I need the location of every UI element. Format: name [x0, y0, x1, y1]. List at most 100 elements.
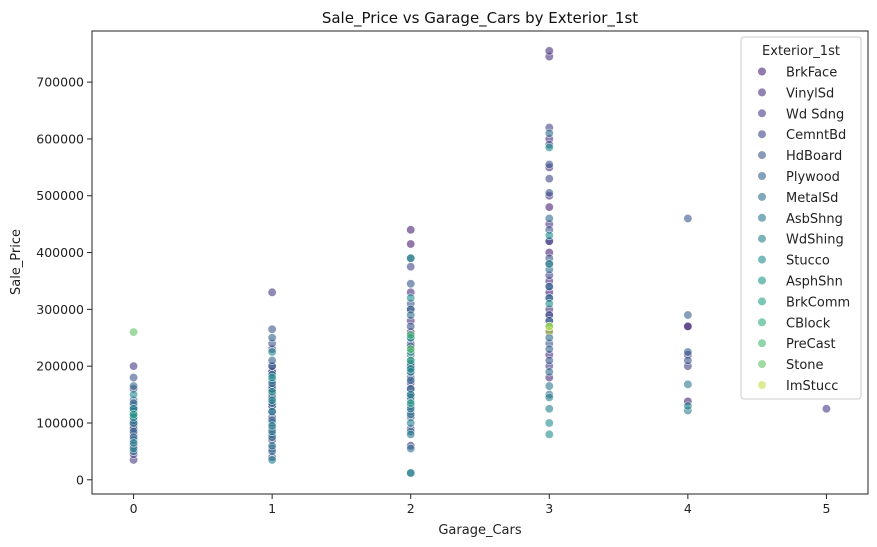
legend-entry: AsphShn	[786, 275, 843, 290]
legend-entry: HdBoard	[786, 149, 842, 164]
legend-marker	[758, 172, 766, 180]
x-tick-label: 4	[684, 501, 692, 516]
legend-entry: PreCast	[786, 337, 836, 352]
data-point	[406, 444, 416, 454]
x-axis: 0 1 2 3 4 5	[130, 494, 830, 516]
data-point	[267, 387, 277, 397]
data-point	[683, 401, 693, 411]
data-point	[544, 404, 554, 414]
legend-marker	[758, 67, 766, 76]
data-point	[129, 361, 139, 371]
data-point	[683, 310, 693, 320]
data-point	[129, 373, 139, 383]
legend-entry: BrkComm	[786, 295, 850, 310]
legend-entry: Plywood	[786, 170, 840, 185]
data-point	[406, 429, 416, 439]
data-point	[406, 321, 416, 331]
legend-entry: Stucco	[786, 254, 830, 269]
data-point	[544, 160, 554, 170]
data-point	[683, 379, 693, 389]
data-point	[544, 174, 554, 184]
legend-entry: CBlock	[786, 316, 831, 331]
data-point	[267, 395, 277, 405]
data-point	[544, 429, 554, 439]
data-point	[406, 344, 416, 354]
legend-entry: WdShing	[786, 233, 844, 248]
legend-title: Exterior_1st	[762, 44, 840, 59]
data-point	[683, 213, 693, 223]
x-tick-label: 5	[822, 501, 830, 516]
legend-box	[740, 36, 862, 400]
data-point	[406, 468, 416, 478]
legend-marker	[758, 318, 766, 327]
x-tick-label: 2	[407, 501, 415, 516]
legend-entry: AsbShng	[786, 212, 843, 227]
legend-marker	[758, 151, 766, 160]
data-point	[683, 321, 693, 331]
data-point	[544, 188, 554, 198]
data-point	[406, 375, 416, 385]
legend-entry: CemntBd	[786, 128, 846, 143]
data-point	[406, 364, 416, 374]
data-point	[267, 355, 277, 365]
data-point	[406, 279, 416, 289]
chart-title: Sale_Price vs Garage_Cars by Exterior_1s…	[322, 9, 638, 28]
y-tick-label: 200000	[36, 359, 84, 374]
data-point	[544, 381, 554, 391]
data-point	[544, 142, 554, 152]
data-point	[544, 259, 554, 269]
data-point	[129, 409, 139, 419]
data-point	[544, 46, 554, 56]
data-point	[406, 398, 416, 408]
data-point	[544, 282, 554, 292]
data-point	[406, 355, 416, 365]
data-point	[129, 390, 139, 400]
x-tick-label: 3	[545, 501, 553, 516]
y-axis-label: Sale_Price	[9, 229, 24, 295]
data-point	[267, 287, 277, 297]
legend-entry: MetalSd	[786, 191, 838, 206]
data-point	[544, 418, 554, 428]
data-point	[267, 407, 277, 417]
data-point	[406, 293, 416, 303]
data-point	[406, 390, 416, 400]
data-point	[267, 421, 277, 431]
legend: Exterior_1st BrkFace VinylSd Wd Sdng CemntB…	[740, 36, 862, 400]
y-tick-label: 300000	[36, 302, 84, 317]
legend-marker	[758, 88, 766, 97]
data-points	[129, 46, 831, 478]
legend-marker	[758, 339, 766, 348]
data-point	[544, 392, 554, 402]
data-point	[129, 381, 139, 391]
data-point	[267, 347, 277, 357]
y-tick-label: 400000	[36, 245, 84, 260]
legend-marker	[758, 213, 766, 222]
data-point	[683, 355, 693, 365]
legend-marker	[758, 360, 766, 369]
data-point	[406, 330, 416, 340]
data-point	[544, 344, 554, 354]
legend-entry: VinylSd	[786, 86, 834, 101]
data-point	[406, 262, 416, 272]
data-point	[544, 128, 554, 138]
legend-entry: ImStucc	[786, 379, 838, 394]
data-point	[544, 355, 554, 365]
data-point	[129, 327, 139, 337]
data-point	[544, 202, 554, 212]
legend-marker	[758, 381, 766, 389]
data-point	[406, 253, 416, 263]
legend-entry: Wd Sdng	[786, 107, 844, 122]
y-tick-label: 100000	[36, 415, 84, 430]
y-tick-label: 500000	[36, 188, 84, 203]
legend-marker	[758, 255, 766, 264]
data-point	[267, 373, 277, 383]
legend-entry: BrkFace	[786, 66, 837, 81]
data-point	[544, 231, 554, 241]
x-axis-label: Garage_Cars	[438, 523, 521, 538]
legend-marker	[758, 130, 766, 139]
data-point	[406, 239, 416, 249]
data-point	[406, 418, 416, 428]
y-tick-label: 0	[76, 472, 84, 487]
